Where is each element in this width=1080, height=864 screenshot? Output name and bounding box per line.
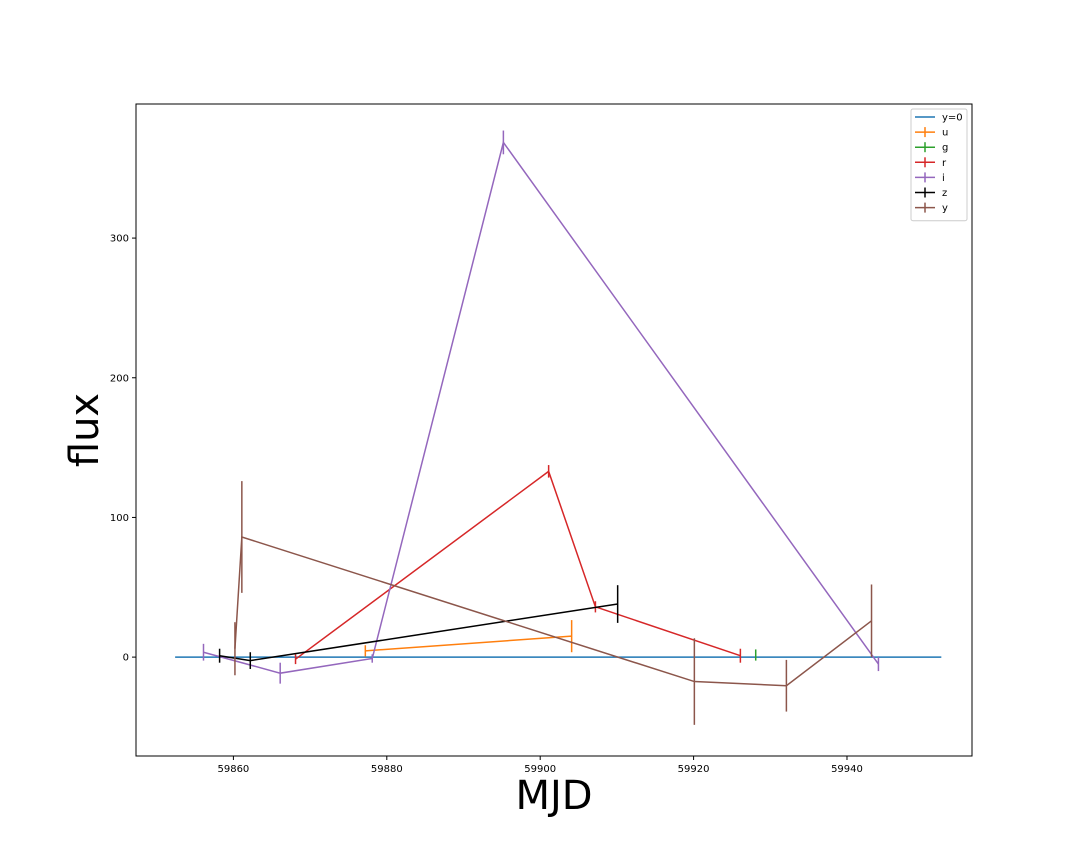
legend-label: r bbox=[942, 158, 947, 169]
y-tick-label: 200 bbox=[110, 373, 129, 384]
legend-label: y bbox=[942, 203, 948, 214]
legend-entry-g: g bbox=[915, 142, 948, 154]
x-axis-ticks: 59860 59880 59900 59920 59940 bbox=[217, 756, 863, 775]
legend-label: z bbox=[942, 188, 947, 199]
series-y bbox=[234, 481, 873, 725]
x-tick-label: 59940 bbox=[831, 764, 863, 775]
y-tick-label: 0 bbox=[123, 653, 129, 664]
series-u-line bbox=[365, 635, 572, 652]
legend-label: u bbox=[942, 128, 948, 139]
series-r-line bbox=[295, 470, 741, 660]
legend-label: y=0 bbox=[942, 113, 963, 124]
series-z bbox=[218, 585, 619, 669]
y-tick-label: 300 bbox=[110, 234, 129, 245]
series-u bbox=[364, 620, 573, 657]
x-tick-label: 59880 bbox=[371, 764, 403, 775]
legend-entry-z: z bbox=[915, 187, 947, 199]
y-axis-ticks: 0 100 200 300 bbox=[110, 234, 136, 664]
data-layer bbox=[175, 130, 942, 725]
x-tick-label: 59860 bbox=[217, 764, 249, 775]
legend-entry-r: r bbox=[915, 157, 947, 169]
y-tick-label: 100 bbox=[110, 513, 129, 524]
y-axis-label: flux bbox=[62, 393, 108, 467]
series-r bbox=[294, 465, 742, 665]
x-tick-label: 59900 bbox=[524, 764, 556, 775]
x-axis-label: MJD bbox=[515, 773, 592, 819]
legend-box bbox=[910, 108, 968, 222]
legend-entry-u: u bbox=[915, 127, 948, 139]
legend-label: g bbox=[942, 143, 948, 154]
legend-entry-y: y bbox=[915, 202, 948, 214]
legend-entry-i: i bbox=[915, 172, 945, 184]
legend-entry-y=0: y=0 bbox=[915, 113, 963, 124]
x-tick-label: 59920 bbox=[678, 764, 710, 775]
legend-label: i bbox=[942, 173, 945, 184]
series-i bbox=[202, 130, 880, 684]
